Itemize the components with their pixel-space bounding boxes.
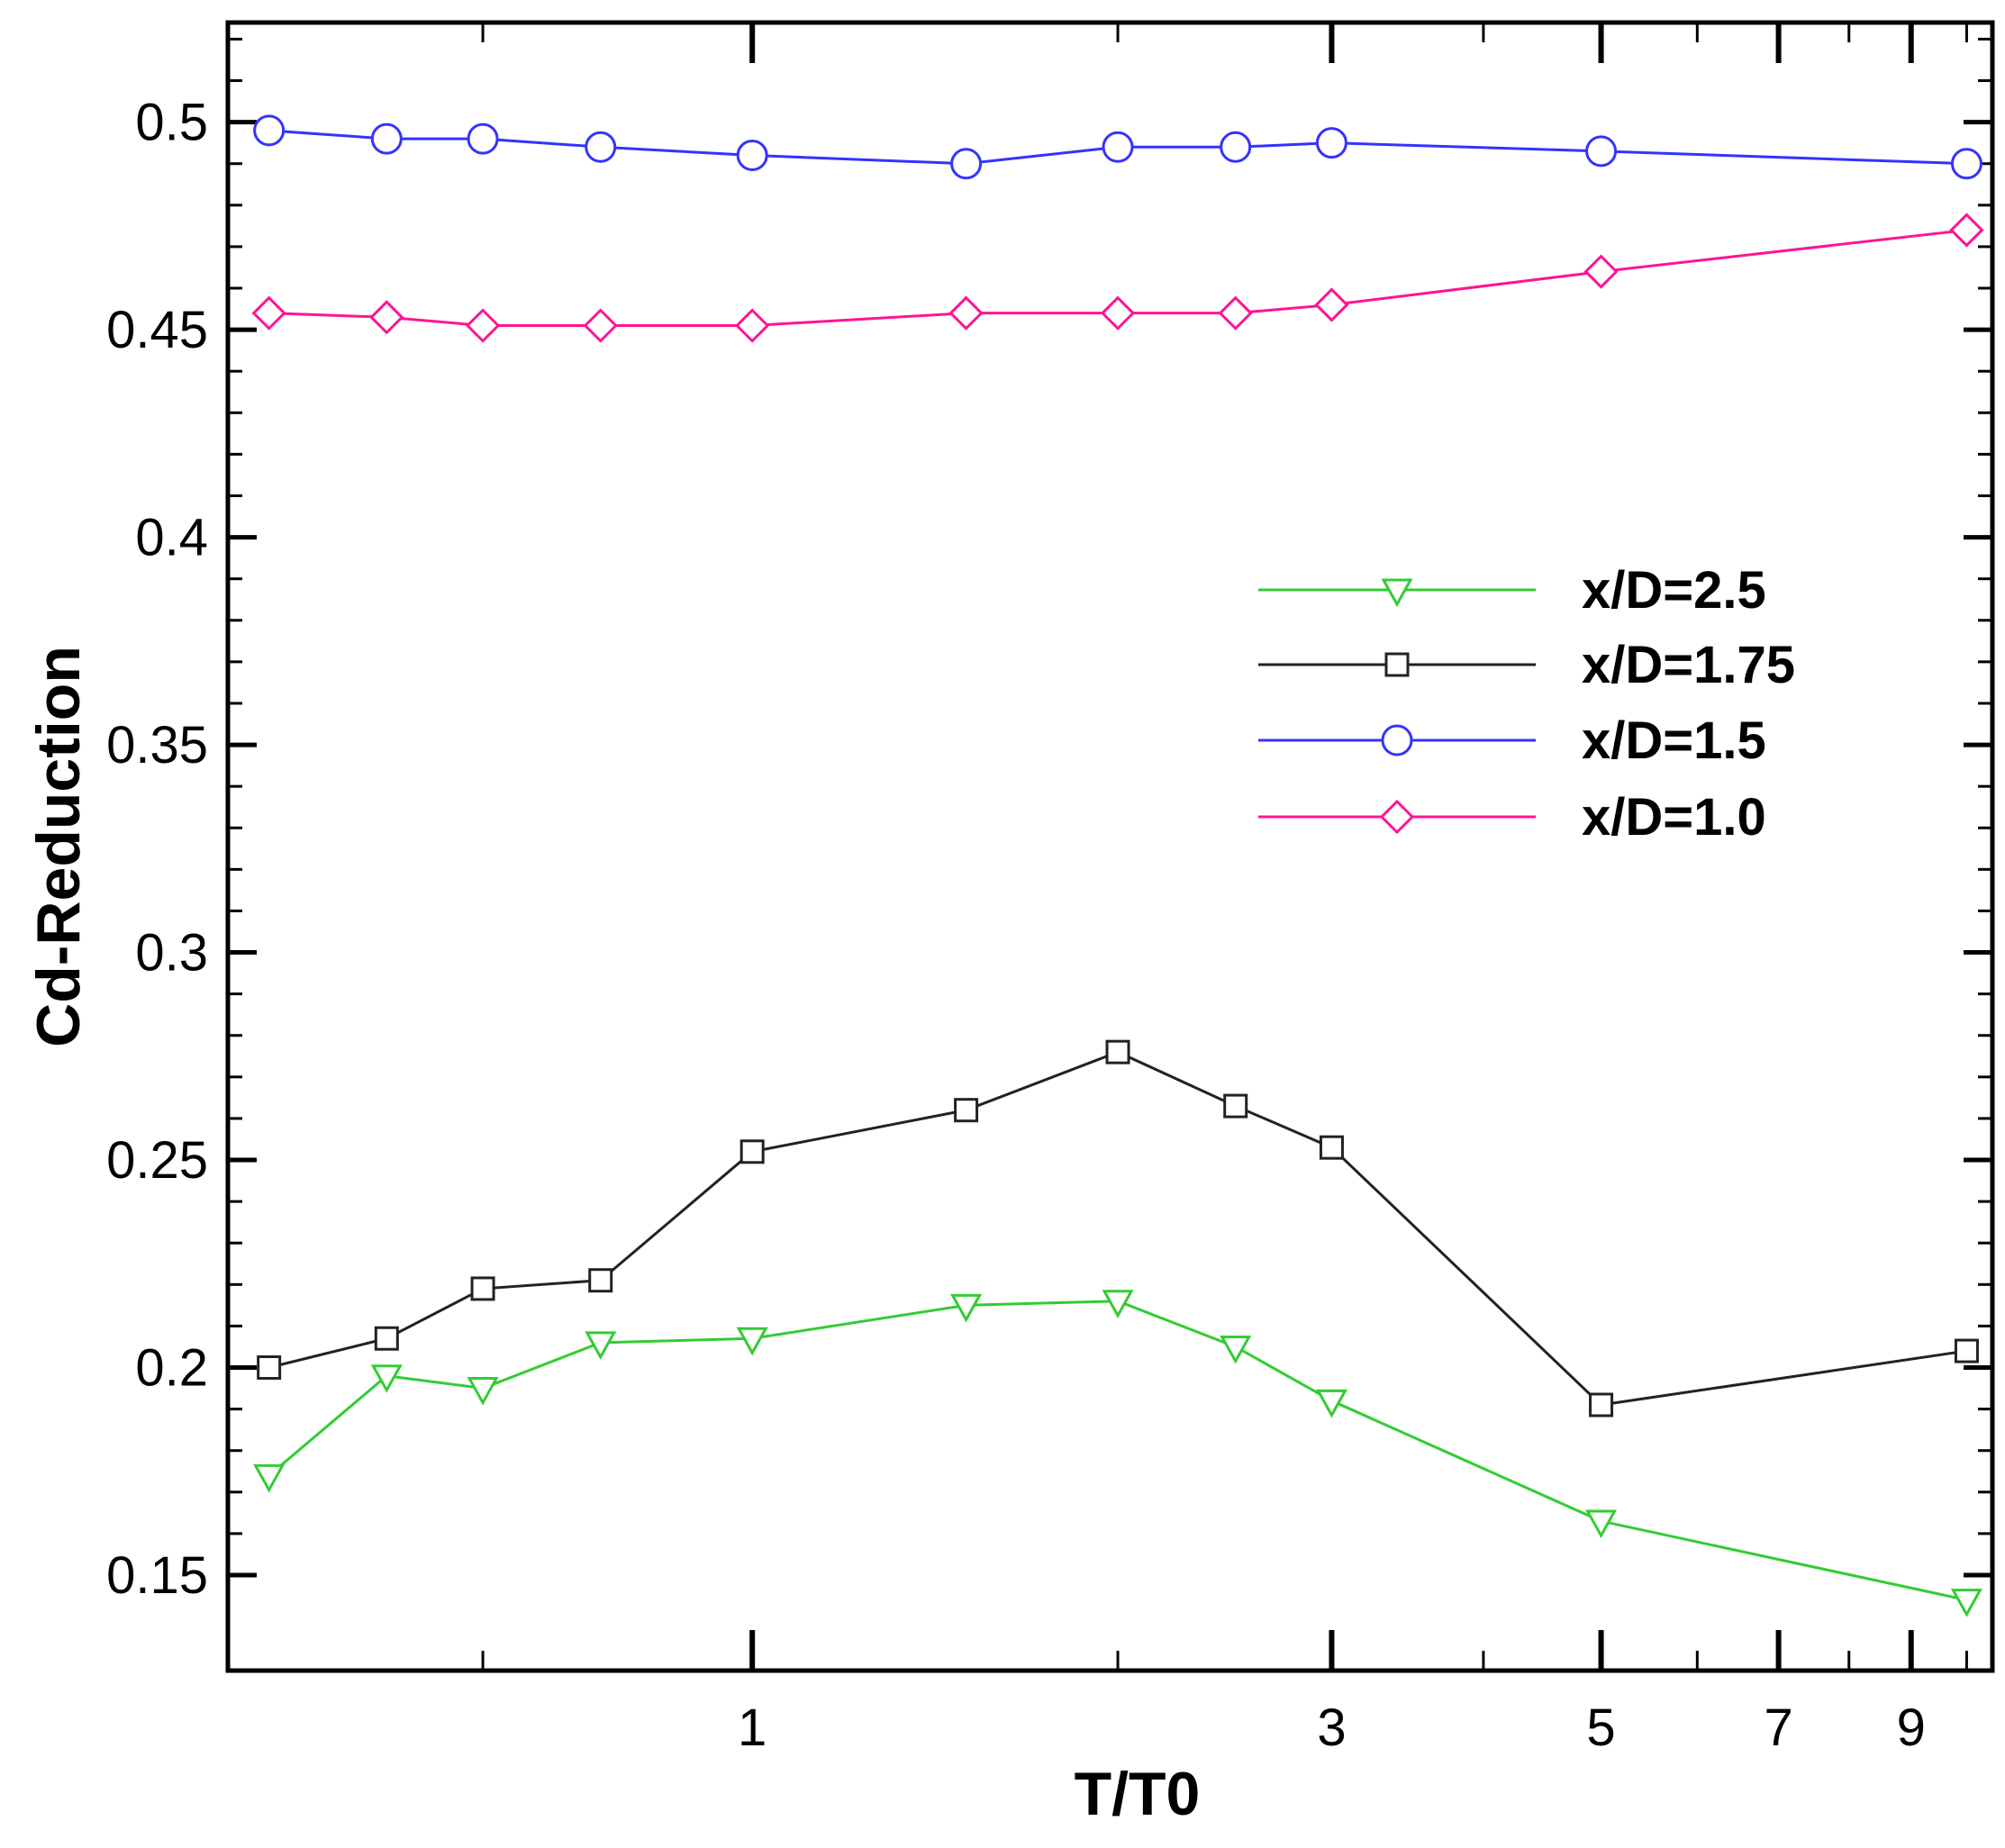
data-point xyxy=(585,131,617,163)
data-point xyxy=(588,1268,613,1293)
data-point xyxy=(369,300,404,335)
x-tick-label: 7 xyxy=(1764,1699,1792,1757)
x-axis-title: T/T0 xyxy=(1075,1760,1201,1828)
data-point xyxy=(739,1139,765,1164)
legend-marker xyxy=(1381,724,1413,756)
y-tick-label: 0.25 xyxy=(106,1131,208,1190)
data-point xyxy=(251,295,286,331)
legend-item: x/D=1.75 xyxy=(1258,636,1795,694)
data-point xyxy=(583,308,618,343)
plot-frame xyxy=(225,20,1995,1673)
legend-item: x/D=1.5 xyxy=(1258,711,1766,770)
legend-item: x/D=1.0 xyxy=(1258,788,1766,847)
series-0 xyxy=(253,1290,1982,1617)
legend-label: x/D=1.0 xyxy=(1582,788,1766,847)
series-2 xyxy=(253,114,1982,180)
data-point xyxy=(735,308,770,343)
data-point xyxy=(253,114,286,147)
legend-marker xyxy=(1381,578,1413,608)
y-tick-label: 0.5 xyxy=(135,94,208,152)
data-point xyxy=(1315,127,1347,159)
data-point xyxy=(467,122,499,155)
data-point xyxy=(1218,295,1253,331)
data-point xyxy=(736,1327,768,1356)
data-point xyxy=(1319,1135,1344,1160)
legend-item: x/D=2.5 xyxy=(1258,561,1766,620)
data-point xyxy=(374,1326,399,1351)
data-point xyxy=(467,1377,499,1406)
legend-marker xyxy=(1384,652,1410,677)
y-tick-label: 0.2 xyxy=(135,1339,208,1398)
y-axis-title: Cd-Reduction xyxy=(24,646,93,1047)
data-point xyxy=(950,1293,983,1323)
data-point xyxy=(253,1463,286,1493)
data-point xyxy=(370,1364,403,1393)
data-point xyxy=(1950,148,1982,180)
x-tick-label: 1 xyxy=(738,1699,767,1757)
data-point xyxy=(1314,287,1349,322)
legend-label: x/D=1.75 xyxy=(1582,636,1795,694)
data-point xyxy=(950,148,983,180)
data-point xyxy=(1220,131,1252,163)
data-point xyxy=(1949,213,1984,248)
legend-label: x/D=2.5 xyxy=(1582,561,1766,620)
axis-ticks: 0.15 0.2 0.25 0.3 0.35 0.4 0.45 0.5 1 3 5 7 9 xyxy=(106,23,1992,1757)
data-point xyxy=(1102,1290,1134,1318)
data-point xyxy=(585,1331,617,1360)
data-point xyxy=(1585,135,1618,168)
data-point xyxy=(1223,1093,1248,1119)
data-point xyxy=(257,1355,282,1381)
y-tick-label: 0.4 xyxy=(135,509,208,567)
data-point xyxy=(1315,1389,1348,1418)
data-point xyxy=(954,1098,979,1123)
series-group xyxy=(251,114,1984,1617)
data-point xyxy=(1102,131,1134,163)
data-point xyxy=(1950,1589,1982,1617)
data-point xyxy=(736,140,768,172)
data-point xyxy=(1220,1335,1252,1364)
x-tick-label: 3 xyxy=(1317,1699,1346,1757)
data-point xyxy=(370,122,403,155)
series-1 xyxy=(257,1039,1979,1418)
data-point xyxy=(1954,1338,1979,1363)
data-point xyxy=(1583,254,1619,289)
y-tick-label: 0.45 xyxy=(106,301,208,359)
x-tick-label: 9 xyxy=(1897,1699,1926,1757)
legend-marker xyxy=(1379,799,1415,835)
data-point xyxy=(1100,295,1136,331)
y-tick-label: 0.15 xyxy=(106,1546,208,1605)
y-tick-label: 0.35 xyxy=(106,716,208,775)
legend: x/D=2.5 x/D=1.75 x/D=1.5 x/D=1.0 xyxy=(1258,561,1795,847)
data-point xyxy=(1589,1392,1614,1418)
data-point xyxy=(1105,1039,1130,1064)
y-tick-label: 0.3 xyxy=(135,924,208,983)
data-point xyxy=(470,1276,495,1301)
data-point xyxy=(465,308,501,343)
legend-label: x/D=1.5 xyxy=(1582,711,1766,770)
data-point xyxy=(1585,1509,1618,1539)
data-point xyxy=(948,295,984,331)
x-tick-label: 5 xyxy=(1586,1699,1615,1757)
series-3 xyxy=(251,213,1984,343)
